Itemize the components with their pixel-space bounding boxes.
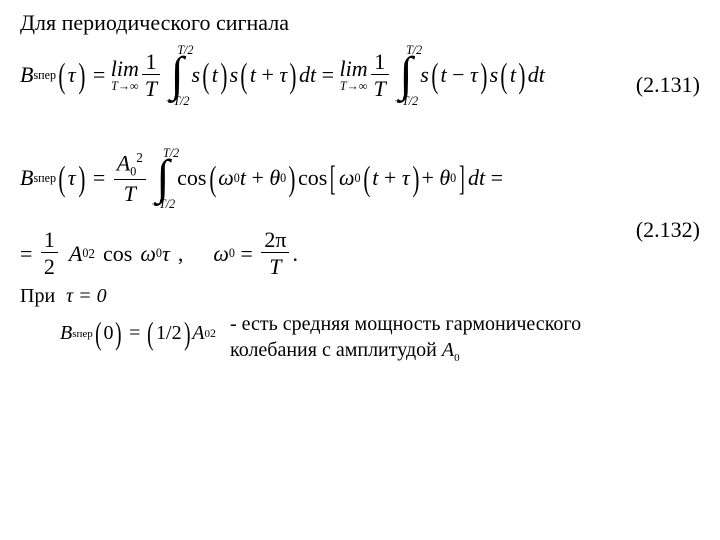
- minus: −: [452, 62, 464, 88]
- half: 1/2: [156, 322, 182, 345]
- sym-s: s: [191, 62, 200, 88]
- lim-under: T→∞: [111, 80, 138, 92]
- th2: θ: [439, 165, 450, 191]
- lim-under2: T→∞: [340, 80, 367, 92]
- om4: ω: [213, 241, 229, 267]
- sym-B: B: [20, 62, 33, 88]
- tau: τ: [68, 165, 76, 191]
- sym-s4: s: [490, 62, 499, 88]
- sym-t4: t: [510, 62, 516, 88]
- zero: 0: [103, 322, 113, 345]
- sym-tau: τ: [68, 62, 76, 88]
- om1: ω: [218, 165, 234, 191]
- equation-2-132: Bsпер (τ) = A02 T T/2∫−T/2 cos(ω0t + θ0)…: [20, 147, 700, 279]
- om3: ω: [140, 241, 156, 267]
- frac-den: T: [145, 76, 157, 101]
- note-text-1: - есть средняя мощность гармонического: [230, 313, 581, 335]
- T2: T: [269, 254, 281, 279]
- half-n: 1: [41, 228, 58, 252]
- T: T: [124, 181, 136, 206]
- tau2: τ: [402, 165, 410, 191]
- sym-dt2: dt: [528, 62, 545, 88]
- A: A: [117, 150, 130, 175]
- B3: B: [60, 322, 72, 345]
- A2sup: 2: [88, 246, 95, 262]
- heading-text: Для периодического сигнала: [20, 10, 700, 36]
- plus: +: [261, 62, 273, 88]
- sub-sper: sпер: [33, 68, 56, 83]
- cos1: cos: [177, 165, 206, 191]
- sym-tau3: τ: [470, 62, 478, 88]
- frac-num2: 1: [371, 50, 388, 74]
- close: ): [184, 324, 190, 343]
- eq-number-132: (2.132): [620, 147, 700, 243]
- lim: lim: [111, 58, 139, 80]
- sym-B2: B: [20, 165, 33, 191]
- twopi: 2π: [261, 228, 289, 252]
- lim2: lim: [340, 58, 368, 80]
- dt: dt: [468, 165, 485, 191]
- frac-num: 1: [143, 50, 160, 74]
- comma: ,: [178, 241, 184, 267]
- A-sub: 0: [130, 164, 136, 178]
- sub3: sпер: [72, 328, 93, 340]
- om2: ω: [339, 165, 355, 191]
- note-A: A: [442, 339, 454, 361]
- note-A-sub: 0: [454, 352, 460, 364]
- half-d: 2: [41, 253, 58, 279]
- note-text-2: колебания с амплитудой: [230, 339, 442, 361]
- frac-den2: T: [374, 76, 386, 101]
- sym-s3: s: [420, 62, 429, 88]
- sym-s2: s: [230, 62, 239, 88]
- equation-2-131: Bsпер (τ) = limT→∞ 1T T/2∫−T/2 s(t)s(t +…: [20, 44, 700, 107]
- cos3: cos: [103, 241, 132, 267]
- A-sup: 2: [136, 150, 143, 165]
- sym-t: t: [212, 62, 218, 88]
- note-block: При τ = 0 Bsпер (0) = (1/2) A02 - есть с…: [20, 285, 700, 365]
- open: (: [148, 324, 154, 343]
- tau-eq-zero: τ = 0: [66, 285, 107, 308]
- th1: θ: [269, 165, 280, 191]
- tau3: τ: [162, 241, 170, 267]
- sym-dt: dt: [299, 62, 316, 88]
- note-pri: При: [20, 285, 60, 365]
- eq: =: [129, 322, 140, 345]
- A2: A: [69, 241, 82, 267]
- cos2: cos: [298, 165, 327, 191]
- A3sup: 2: [210, 326, 216, 341]
- int-lower: −T/2: [165, 95, 189, 107]
- sym-tau2: τ: [279, 62, 287, 88]
- A3: A: [192, 322, 204, 345]
- int-lower2: −T/2: [394, 95, 418, 107]
- int-l: −T/2: [151, 198, 175, 210]
- eq-number-131: (2.131): [620, 44, 700, 98]
- sub-sper2: sпер: [33, 171, 56, 186]
